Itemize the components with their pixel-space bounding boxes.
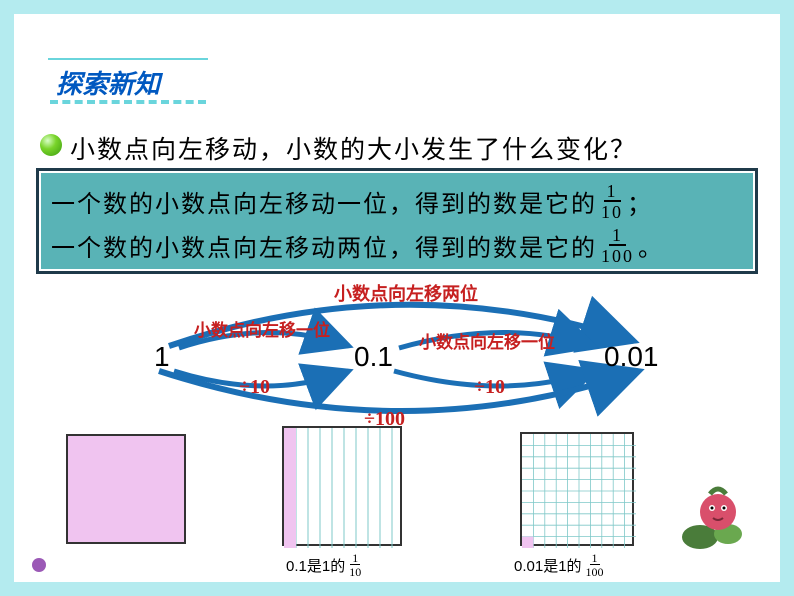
cap2-frac: 1 10: [349, 552, 361, 578]
bullet-icon: [40, 134, 62, 156]
cap3-text: 0.01是1的: [514, 555, 582, 576]
num-a: 1: [154, 341, 170, 373]
corner-dot-icon: [32, 558, 46, 572]
arc1-div: ÷10: [239, 376, 270, 399]
heading-underline: [50, 100, 206, 104]
rule2-text: 一个数的小数点向左移动两位，得到的数是它的: [51, 228, 597, 263]
num-c: 0.01: [604, 341, 659, 373]
rule1-tail: ；: [627, 184, 653, 219]
caption-2: 0.1是1的 1 10: [286, 552, 361, 578]
caption-3: 0.01是1的 1 100: [514, 552, 604, 578]
slide-inner: 探索新知 小数点向左移动，小数的大小发生了什么变化？ 一个数的小数点向左移动一位…: [14, 14, 780, 582]
square-3: [520, 432, 634, 546]
frac-num: 1: [604, 182, 621, 202]
rule1-fraction: 1 10: [601, 182, 623, 221]
square-1: [66, 434, 186, 544]
section-heading: 探索新知: [48, 58, 208, 105]
frac-den: 10: [349, 565, 361, 578]
rule2-fraction: 1 100: [601, 226, 634, 265]
frac-den: 100: [601, 246, 634, 265]
square3-grid: [522, 434, 636, 548]
frac-den: 10: [601, 202, 623, 221]
flow-diagram: 小数点向左移两位 1 0.1 0.01 小数点向左移一位 ÷10 小数点向左移一…: [34, 286, 760, 436]
cap2-text: 0.1是1的: [286, 555, 345, 576]
rule1-text: 一个数的小数点向左移动一位，得到的数是它的: [51, 184, 597, 219]
cap3-frac: 1 100: [586, 552, 604, 578]
arc2-label: 小数点向左移一位: [419, 328, 555, 353]
rule-line-1: 一个数的小数点向左移动一位，得到的数是它的 1 10 ；: [51, 179, 743, 223]
top-label: 小数点向左移两位: [334, 280, 478, 306]
rule2-tail: 。: [638, 228, 664, 263]
mascot-icon: [680, 482, 750, 552]
question-text: 小数点向左移动，小数的大小发生了什么变化？: [70, 130, 637, 166]
square2-grid: [284, 428, 404, 548]
rule-box: 一个数的小数点向左移动一位，得到的数是它的 1 10 ； 一个数的小数点向左移动…: [36, 168, 758, 274]
frac-num: 1: [590, 552, 600, 565]
square-2: [282, 426, 402, 546]
arc1-label: 小数点向左移一位: [194, 316, 330, 341]
num-b: 0.1: [354, 341, 393, 373]
frac-den: 100: [586, 565, 604, 578]
frac-num: 1: [609, 226, 626, 246]
rule-line-2: 一个数的小数点向左移动两位，得到的数是它的 1 100 。: [51, 223, 743, 267]
frac-num: 1: [350, 552, 360, 565]
arc2-div: ÷10: [474, 376, 505, 399]
